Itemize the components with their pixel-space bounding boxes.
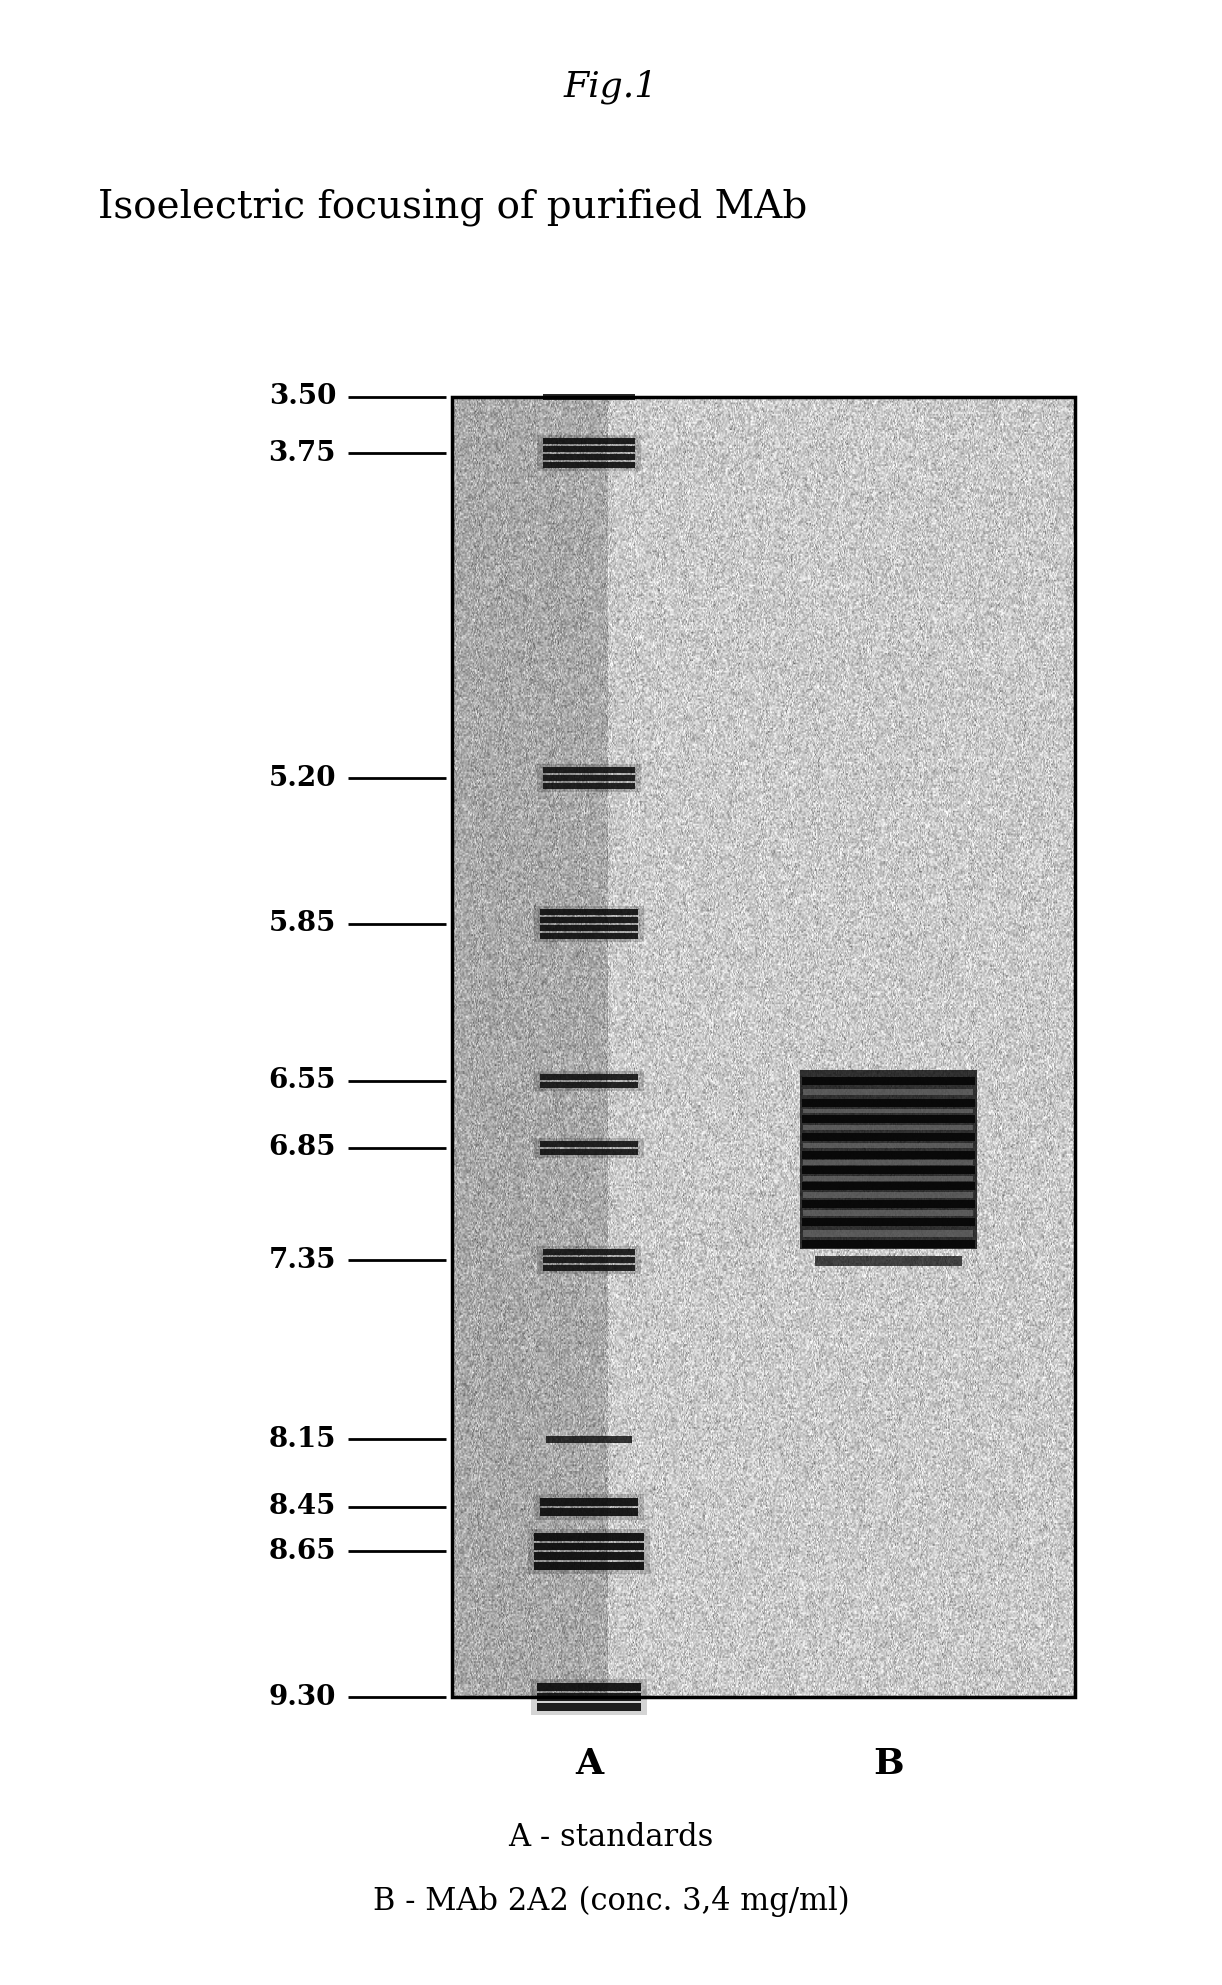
Bar — [534, 1137, 644, 1157]
Bar — [544, 1249, 635, 1255]
Bar — [544, 393, 635, 401]
Bar — [540, 1499, 638, 1507]
Bar — [538, 435, 642, 470]
Bar — [802, 1219, 975, 1227]
Bar — [452, 397, 1075, 1697]
Bar — [540, 909, 638, 915]
Text: 5.20: 5.20 — [269, 764, 336, 792]
Text: Fig.1: Fig.1 — [563, 69, 659, 103]
Bar — [804, 1211, 973, 1215]
Text: B - MAb 2A2 (conc. 3,4 mg/ml): B - MAb 2A2 (conc. 3,4 mg/ml) — [373, 1886, 849, 1918]
Bar — [804, 1088, 973, 1096]
Bar — [799, 1070, 978, 1249]
Bar — [802, 1133, 975, 1141]
Bar — [804, 1125, 973, 1131]
Bar — [802, 1167, 975, 1175]
Text: 5.85: 5.85 — [269, 911, 336, 937]
Bar — [534, 1562, 644, 1570]
Text: 3.50: 3.50 — [269, 383, 336, 411]
Bar — [534, 1495, 644, 1521]
Bar — [802, 1100, 975, 1108]
Bar — [815, 1257, 962, 1266]
Bar — [544, 1264, 635, 1270]
Bar — [532, 1679, 648, 1715]
Text: A: A — [576, 1747, 604, 1781]
Bar — [534, 1070, 644, 1090]
Bar — [802, 1116, 975, 1124]
Text: 8.15: 8.15 — [269, 1425, 336, 1453]
Bar — [544, 463, 635, 468]
Bar — [544, 782, 635, 788]
Bar — [804, 1143, 973, 1149]
Bar — [540, 1082, 638, 1088]
Text: 7.35: 7.35 — [269, 1247, 336, 1274]
Bar — [540, 917, 638, 923]
Bar — [534, 905, 644, 943]
Text: 8.45: 8.45 — [269, 1493, 336, 1521]
Text: B: B — [873, 1747, 904, 1781]
Bar — [544, 766, 635, 772]
Text: 6.85: 6.85 — [269, 1135, 336, 1161]
Bar — [544, 439, 635, 445]
Text: 3.75: 3.75 — [269, 439, 336, 466]
Bar — [802, 1241, 975, 1249]
Bar — [538, 1703, 642, 1711]
Text: 6.55: 6.55 — [269, 1068, 336, 1094]
Bar — [538, 764, 642, 792]
Bar — [804, 1193, 973, 1197]
Text: 9.30: 9.30 — [269, 1683, 336, 1711]
Bar — [544, 455, 635, 461]
Bar — [546, 1435, 632, 1443]
Text: Isoelectric focusing of purified MAb: Isoelectric focusing of purified MAb — [98, 189, 807, 226]
Bar — [544, 1257, 635, 1262]
Bar — [534, 1542, 644, 1550]
Bar — [544, 774, 635, 780]
Bar — [540, 1149, 638, 1155]
Bar — [804, 1175, 973, 1181]
Bar — [540, 933, 638, 939]
Bar — [540, 925, 638, 931]
Bar — [540, 1074, 638, 1080]
Bar — [802, 1076, 975, 1084]
Bar — [538, 1247, 642, 1274]
Bar — [538, 1683, 642, 1691]
Bar — [534, 1552, 644, 1560]
Bar — [802, 1151, 975, 1159]
Text: A - standards: A - standards — [508, 1822, 714, 1854]
Bar — [544, 447, 635, 453]
Bar — [540, 1509, 638, 1517]
Bar — [802, 1183, 975, 1191]
Text: 8.65: 8.65 — [269, 1538, 336, 1564]
Bar — [804, 1159, 973, 1165]
Bar — [540, 1141, 638, 1147]
Bar — [538, 1693, 642, 1701]
Bar — [804, 1231, 973, 1237]
Bar — [804, 1108, 973, 1114]
Bar — [528, 1528, 650, 1574]
Bar — [802, 1201, 975, 1209]
Bar — [534, 1532, 644, 1540]
